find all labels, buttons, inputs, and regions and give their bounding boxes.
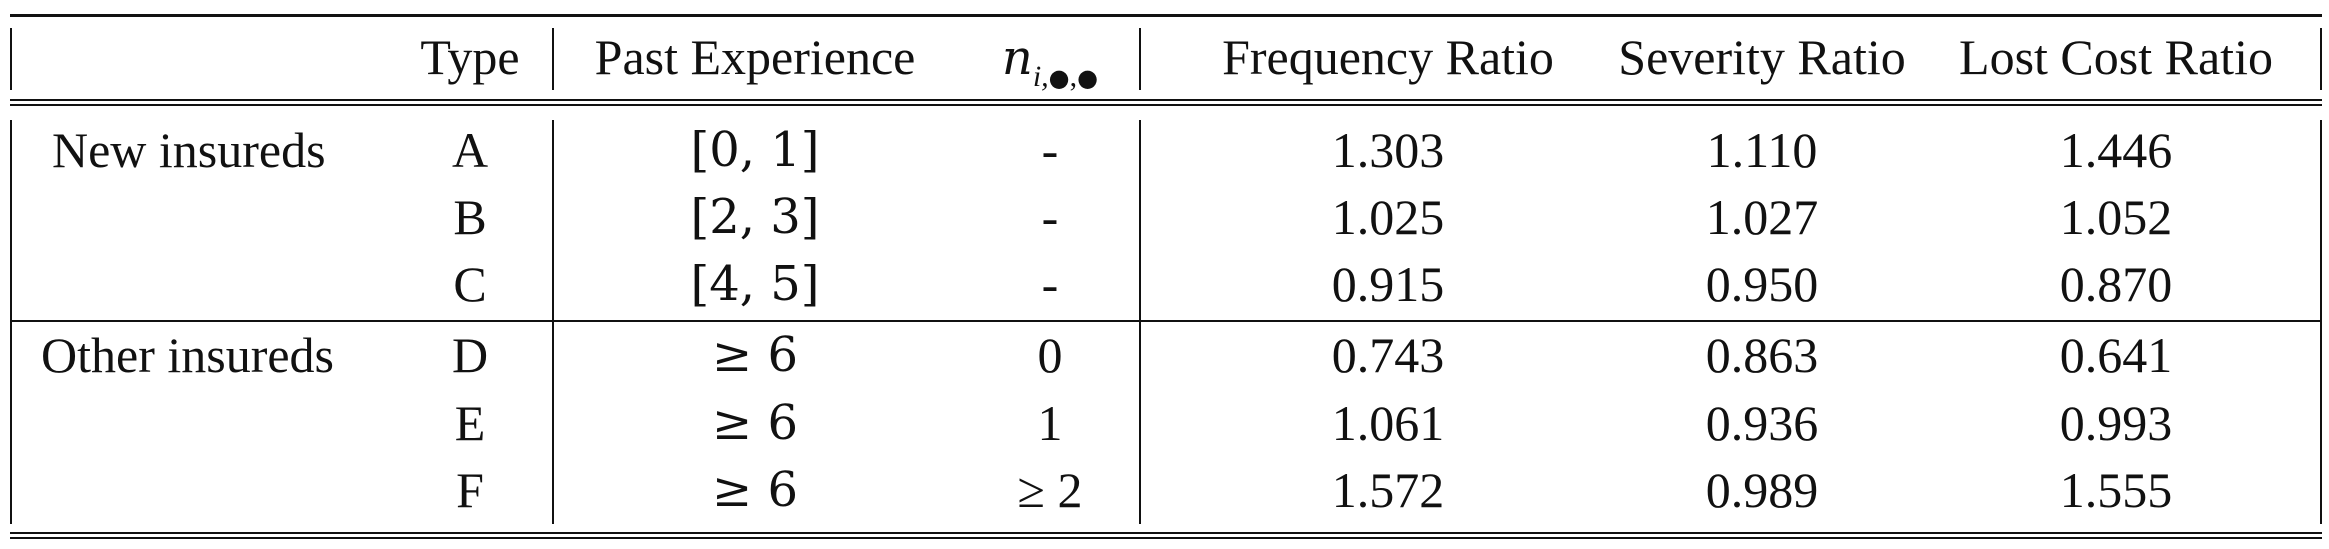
group-divider-rule xyxy=(10,320,2322,322)
frequency-ratio-cell: 0.743 xyxy=(1331,327,1445,383)
frequency-ratio-cell: 0.915 xyxy=(1331,256,1445,312)
type-cell: E xyxy=(454,395,486,451)
lost-cost-ratio-cell: 1.446 xyxy=(2059,122,2173,178)
severity-ratio-cell: 0.989 xyxy=(1705,462,1819,518)
header-right-border xyxy=(2320,28,2322,90)
type-cell: F xyxy=(456,462,484,518)
frequency-ratio-cell: 1.025 xyxy=(1331,189,1445,245)
body-separator-ratios xyxy=(1139,120,1141,524)
header-rule-lower xyxy=(10,104,2322,106)
past-experience-cell: [0, 1] xyxy=(690,122,820,178)
severity-ratio-cell: 0.936 xyxy=(1705,395,1819,451)
header-left-border xyxy=(10,28,12,90)
body-left-border xyxy=(10,120,12,524)
header-past-experience: Past Experience xyxy=(594,29,916,85)
header-lost-cost-ratio: Lost Cost Ratio xyxy=(1959,29,2273,85)
bottom-rule-upper xyxy=(10,532,2322,534)
severity-ratio-cell: 0.950 xyxy=(1705,256,1819,312)
lost-cost-ratio-cell: 0.641 xyxy=(2059,327,2173,383)
n-cell: 0 xyxy=(1037,327,1063,383)
bottom-rule-lower xyxy=(10,537,2322,539)
type-cell: C xyxy=(453,256,487,312)
lost-cost-ratio-cell: 1.555 xyxy=(2059,462,2173,518)
past-experience-cell: [2, 3] xyxy=(690,189,820,245)
header-separator-type xyxy=(552,28,554,90)
n-cell: - xyxy=(1041,122,1059,178)
type-cell: A xyxy=(451,122,489,178)
n-cell: - xyxy=(1041,256,1059,312)
header-n-dot-2: ● xyxy=(1077,64,1099,92)
severity-ratio-cell: 1.027 xyxy=(1705,189,1819,245)
past-experience-cell: ≥ 6 xyxy=(711,462,799,518)
past-experience-cell: [4, 5] xyxy=(690,256,820,312)
header-rule-upper xyxy=(10,99,2322,101)
lost-cost-ratio-cell: 1.052 xyxy=(2059,189,2173,245)
group-label-other-insureds: Other insureds xyxy=(41,327,334,383)
header-n-symbol: ni,●,● xyxy=(1002,27,1098,96)
frequency-ratio-cell: 1.572 xyxy=(1331,462,1445,518)
header-separator-ratios xyxy=(1139,28,1141,90)
header-n-subscript: i, xyxy=(1032,60,1049,93)
severity-ratio-cell: 0.863 xyxy=(1705,327,1819,383)
body-separator-type xyxy=(552,120,554,524)
lost-cost-ratio-cell: 0.993 xyxy=(2059,395,2173,451)
body-right-border xyxy=(2320,120,2322,524)
top-rule xyxy=(10,14,2322,17)
lost-cost-ratio-cell: 0.870 xyxy=(2059,256,2173,312)
n-cell: - xyxy=(1041,189,1059,245)
header-frequency-ratio: Frequency Ratio xyxy=(1222,29,1554,85)
past-experience-cell: ≥ 6 xyxy=(711,395,799,451)
past-experience-cell: ≥ 6 xyxy=(711,327,799,383)
n-cell: ≥ 2 xyxy=(1017,462,1083,518)
group-label-new-insureds: New insureds xyxy=(52,122,326,178)
severity-ratio-cell: 1.110 xyxy=(1706,122,1818,178)
header-n-main: n xyxy=(1001,30,1033,86)
frequency-ratio-cell: 1.303 xyxy=(1331,122,1445,178)
header-n-dot-1: ● xyxy=(1048,64,1070,92)
frequency-ratio-cell: 1.061 xyxy=(1331,395,1445,451)
n-cell: 1 xyxy=(1037,395,1063,451)
header-severity-ratio: Severity Ratio xyxy=(1618,29,1906,85)
type-cell: D xyxy=(451,327,489,383)
type-cell: B xyxy=(453,189,487,245)
header-type: Type xyxy=(420,29,520,85)
header-n-comma: , xyxy=(1069,60,1078,93)
